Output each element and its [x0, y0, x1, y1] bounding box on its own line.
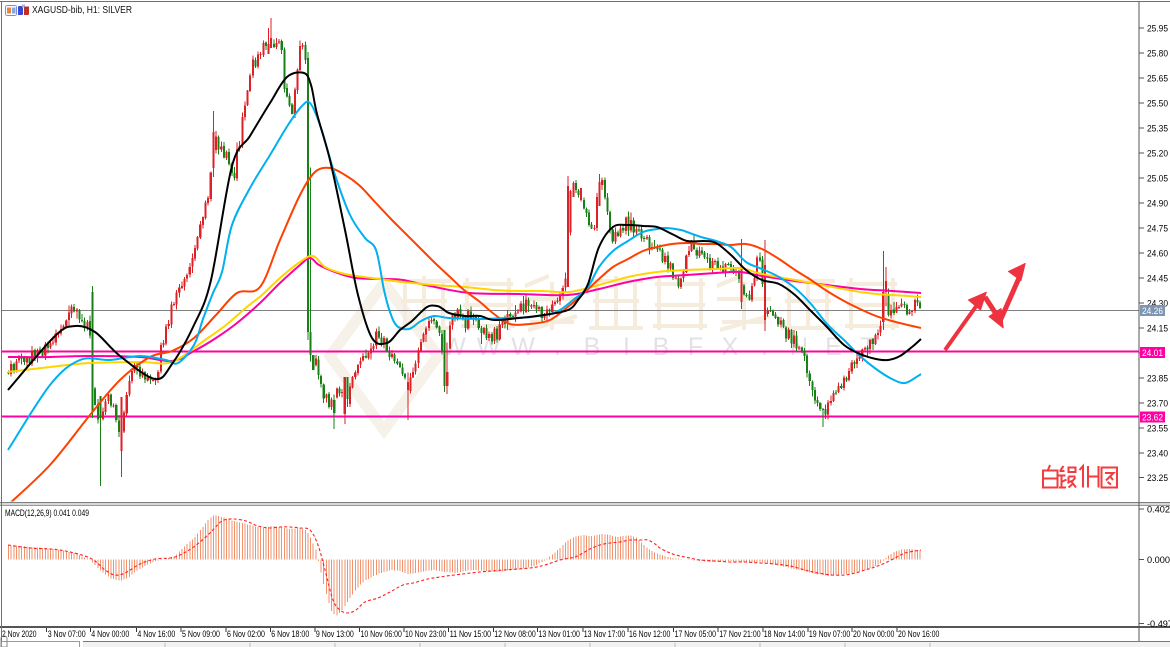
svg-text:25.35: 25.35	[1147, 124, 1168, 135]
svg-text:B: B	[653, 333, 670, 361]
svg-text:24.26: 24.26	[1142, 306, 1163, 317]
svg-text:25.80: 25.80	[1147, 49, 1168, 60]
svg-text:25.20: 25.20	[1147, 149, 1168, 160]
svg-text:-0.497: -0.497	[1147, 619, 1170, 630]
svg-text:4 Nov 16:00: 4 Nov 16:00	[137, 629, 175, 640]
svg-text:0.402: 0.402	[1147, 505, 1170, 516]
svg-text:5 Nov 09:00: 5 Nov 09:00	[182, 629, 220, 640]
svg-text:23.85: 23.85	[1147, 373, 1168, 384]
svg-text:13 Nov 17:00: 13 Nov 17:00	[584, 629, 625, 640]
svg-text:.: .	[761, 333, 768, 361]
svg-text:23.70: 23.70	[1147, 398, 1168, 409]
svg-text:25.50: 25.50	[1147, 99, 1168, 110]
svg-text:E: E	[825, 333, 842, 361]
svg-text:2 Nov 2020: 2 Nov 2020	[2, 629, 37, 640]
svg-text:10 Nov 23:00: 10 Nov 23:00	[405, 629, 446, 640]
svg-text:W: W	[442, 333, 466, 361]
svg-text:4 Nov 00:00: 4 Nov 00:00	[91, 629, 129, 640]
svg-text:17 Nov 05:00: 17 Nov 05:00	[675, 629, 716, 640]
svg-text:24.45: 24.45	[1147, 273, 1168, 284]
svg-text:25.95: 25.95	[1147, 24, 1168, 35]
svg-text:F: F	[688, 333, 703, 361]
svg-text:I: I	[623, 333, 630, 361]
svg-text:XAGUSD-bib, H1: SILVER: XAGUSD-bib, H1: SILVER	[32, 5, 132, 16]
svg-text:24.90: 24.90	[1147, 199, 1168, 210]
svg-text:9 Nov 13:00: 9 Nov 13:00	[316, 629, 354, 640]
svg-text:12 Nov 08:00: 12 Nov 08:00	[494, 629, 535, 640]
svg-text:24.15: 24.15	[1147, 323, 1168, 334]
svg-text:10 Nov 06:00: 10 Nov 06:00	[361, 629, 402, 640]
svg-text:17 Nov 21:00: 17 Nov 21:00	[719, 629, 760, 640]
svg-text:25.05: 25.05	[1147, 174, 1168, 185]
svg-text:23.25: 23.25	[1147, 473, 1168, 484]
svg-text:11 Nov 15:00: 11 Nov 15:00	[450, 629, 491, 640]
svg-text:20 Nov 16:00: 20 Nov 16:00	[898, 629, 939, 640]
svg-text:20 Nov 00:00: 20 Nov 00:00	[853, 629, 894, 640]
svg-text:24.30: 24.30	[1147, 298, 1168, 309]
svg-text:25.65: 25.65	[1147, 74, 1168, 85]
svg-text:3 Nov 07:00: 3 Nov 07:00	[48, 629, 86, 640]
svg-text:18 Nov 14:00: 18 Nov 14:00	[764, 629, 805, 640]
svg-text:6 Nov 18:00: 6 Nov 18:00	[271, 629, 309, 640]
svg-text:.: .	[554, 333, 561, 361]
svg-text:13 Nov 01:00: 13 Nov 01:00	[539, 629, 580, 640]
svg-text:B: B	[584, 333, 601, 361]
svg-text:23.62: 23.62	[1142, 413, 1163, 424]
svg-text:24.75: 24.75	[1147, 224, 1168, 235]
svg-text:19 Nov 07:00: 19 Nov 07:00	[809, 629, 850, 640]
svg-text:MACD(12,26,9) 0.041 0.049: MACD(12,26,9) 0.041 0.049	[5, 508, 89, 518]
svg-text:6 Nov 02:00: 6 Nov 02:00	[227, 629, 265, 640]
svg-text:24.01: 24.01	[1142, 348, 1163, 359]
svg-text:16 Nov 12:00: 16 Nov 12:00	[629, 629, 670, 640]
svg-text:W: W	[511, 333, 535, 361]
svg-text:0.000: 0.000	[1147, 555, 1170, 566]
svg-text:23.40: 23.40	[1147, 448, 1168, 459]
svg-text:X: X	[722, 333, 739, 361]
svg-text:23.55: 23.55	[1147, 423, 1168, 434]
svg-text:24.60: 24.60	[1147, 249, 1168, 260]
